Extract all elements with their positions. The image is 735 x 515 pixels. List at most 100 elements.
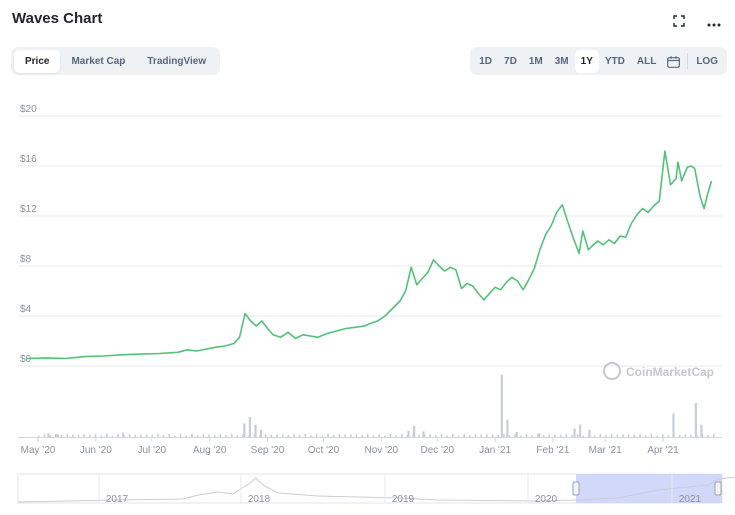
volume-bar: [627, 434, 630, 437]
navigator-handle[interactable]: [714, 481, 722, 496]
volume-bar: [554, 434, 556, 437]
volume-bar: [338, 434, 341, 437]
expand-icon[interactable]: [673, 14, 685, 30]
volume-bar: [389, 433, 392, 437]
volume-bar: [605, 435, 607, 437]
range-1y[interactable]: 1Y: [574, 49, 599, 73]
volume-bar: [690, 434, 692, 437]
volume-bar: [219, 434, 222, 437]
volume-bar: [372, 435, 375, 437]
volume-bar: [56, 433, 59, 437]
x-tick-label: Dec '20: [420, 445, 454, 456]
volume-bar: [684, 434, 687, 437]
volume-bar: [248, 417, 252, 437]
volume-bar: [672, 413, 675, 437]
navigator-year-label: 2017: [106, 494, 129, 505]
volume-bar: [599, 433, 602, 437]
y-tick-label: $20: [20, 104, 37, 115]
volume-bar: [242, 433, 244, 437]
volume-bar: [128, 434, 131, 437]
more-icon[interactable]: [707, 14, 721, 30]
volume-bar: [145, 434, 148, 437]
volume-bar: [361, 434, 363, 437]
navigator-selected-range[interactable]: [576, 474, 722, 503]
tab-price[interactable]: Price: [14, 49, 61, 73]
coinmarketcap-logo-icon: [603, 362, 621, 380]
volume-bar: [593, 435, 596, 437]
volume-bar: [327, 433, 329, 437]
volume-bar: [111, 435, 114, 437]
volume-bar: [537, 434, 539, 437]
time-range-selector: 1D 7D 1M 3M 1Y YTD ALL LOG: [470, 47, 727, 75]
navigator-mini-line: [17, 476, 735, 503]
x-tick-label: Aug '20: [193, 445, 227, 456]
volume-bar: [225, 434, 227, 437]
volume-bar: [520, 435, 522, 437]
volume-bar: [310, 435, 312, 437]
volume-bar: [94, 433, 97, 437]
volume-bar: [506, 419, 509, 437]
volume-bar: [55, 434, 57, 437]
volume-bar: [656, 435, 658, 437]
navigator-handle[interactable]: [572, 481, 580, 496]
volume-bar: [168, 433, 171, 437]
x-tick-label: Jul '20: [138, 445, 167, 456]
volume-bar: [700, 424, 703, 437]
x-tick-label: Jan '21: [479, 445, 511, 456]
y-tick-label: $0: [20, 354, 32, 365]
x-tick-label: Jun '20: [80, 445, 112, 456]
range-1m[interactable]: 1M: [528, 55, 543, 67]
volume-bar: [134, 434, 137, 437]
volume-bar: [344, 434, 346, 437]
range-7d[interactable]: 7D: [504, 55, 517, 67]
price-series-line[interactable]: [26, 150, 713, 360]
volume-bar: [514, 433, 517, 437]
log-toggle[interactable]: LOG: [696, 55, 718, 67]
volume-bar: [525, 433, 528, 437]
calendar-icon[interactable]: [662, 49, 685, 73]
volume-bar: [515, 432, 518, 437]
volume-bar: [83, 434, 85, 437]
volume-bar: [174, 435, 176, 437]
volume-bar: [422, 431, 425, 437]
chart-type-tabs: Price Market Cap TradingView: [11, 47, 221, 75]
tab-tradingview[interactable]: TradingView: [147, 55, 207, 67]
volume-bar: [281, 434, 284, 437]
volume-bar: [486, 434, 488, 437]
volume-bar: [457, 435, 460, 437]
y-tick-label: $8: [20, 254, 32, 265]
volume-bar: [208, 434, 210, 437]
volume-bar: [293, 434, 295, 437]
volume-bar: [573, 428, 576, 437]
volume-bar: [304, 433, 307, 437]
range-all[interactable]: ALL: [636, 55, 657, 67]
volume-bar: [140, 434, 142, 437]
x-tick-label: Sep '20: [251, 445, 285, 456]
y-tick-label: $12: [20, 204, 37, 215]
tab-market-cap[interactable]: Market Cap: [71, 55, 126, 67]
volume-bar: [72, 434, 74, 437]
volume-bar: [287, 434, 290, 437]
range-3m[interactable]: 3M: [554, 55, 569, 67]
volume-bar: [89, 435, 91, 437]
navigator-year-label: 2019: [392, 494, 415, 505]
volume-bar: [491, 434, 494, 437]
volume-bar: [497, 434, 500, 437]
navigator-year-label: 2021: [679, 494, 702, 505]
volume-bar: [383, 435, 386, 437]
range-1d[interactable]: 1D: [479, 55, 493, 67]
volume-bar: [106, 433, 108, 437]
volume-bar: [253, 433, 256, 437]
volume-bar: [452, 433, 454, 437]
volume-bar: [616, 434, 619, 437]
volume-bar: [463, 433, 465, 437]
volume-bar: [121, 432, 125, 437]
range-ytd[interactable]: YTD: [604, 55, 625, 67]
volume-bar: [440, 433, 443, 437]
volume-bar: [185, 435, 188, 437]
volume-bar: [694, 402, 697, 437]
volume-bar: [49, 435, 51, 437]
volume-bar: [366, 434, 369, 437]
x-tick-label: Apr '21: [647, 445, 679, 456]
